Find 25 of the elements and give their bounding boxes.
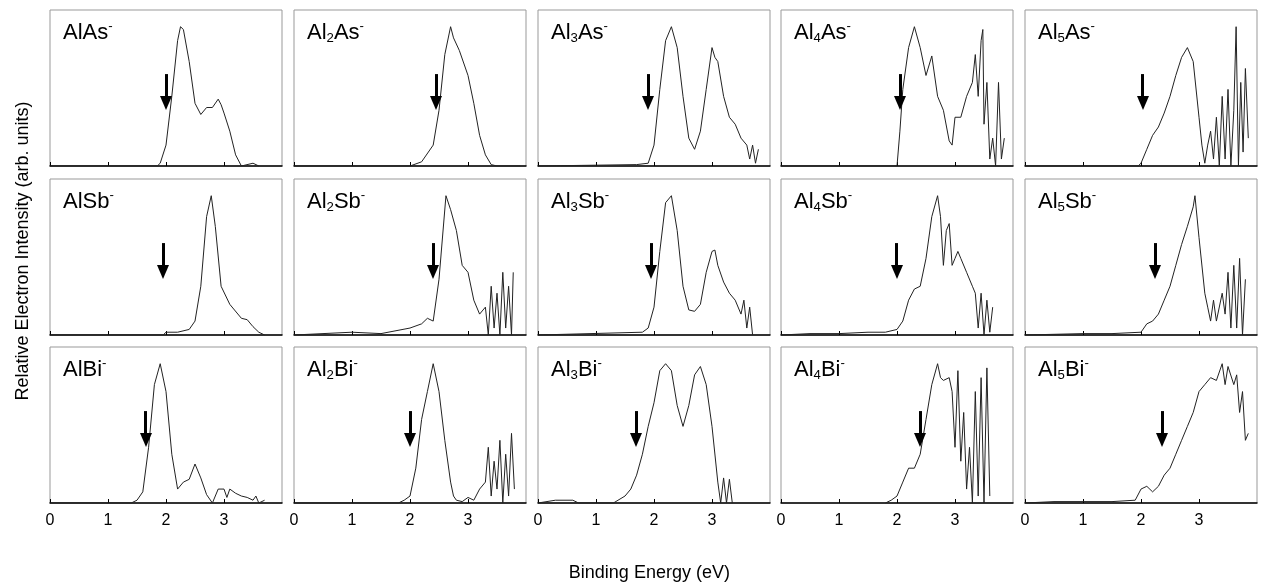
x-tick-label: 1 bbox=[591, 510, 601, 528]
x-tick-label: 0 bbox=[533, 510, 543, 528]
x-tick-label: 0 bbox=[45, 510, 55, 528]
chart-title: AlBi- bbox=[63, 355, 107, 382]
x-tick-label: 2 bbox=[649, 510, 659, 528]
x-tick-label: 1 bbox=[1078, 510, 1088, 528]
chart-title: AlSb- bbox=[63, 186, 114, 213]
x-axis-title: Binding Energy (eV) bbox=[568, 562, 730, 583]
x-tick-label: 1 bbox=[347, 510, 357, 528]
x-tick-label: 3 bbox=[219, 510, 229, 528]
chart-title: AlAs- bbox=[63, 18, 113, 45]
x-tick-label: 3 bbox=[707, 510, 717, 528]
x-tick-label: 1 bbox=[103, 510, 113, 528]
x-tick-label: 0 bbox=[1020, 510, 1030, 528]
y-axis-title: Relative Electron Intensity (arb. units) bbox=[11, 101, 33, 401]
x-tick-label: 0 bbox=[776, 510, 786, 528]
x-tick-label: 2 bbox=[405, 510, 415, 528]
x-tick-label: 3 bbox=[1194, 510, 1204, 528]
x-tick-label: 1 bbox=[834, 510, 844, 528]
x-tick-label: 2 bbox=[1136, 510, 1146, 528]
x-tick-label: 2 bbox=[892, 510, 902, 528]
x-tick-label: 0 bbox=[289, 510, 299, 528]
x-tick-label: 3 bbox=[950, 510, 960, 528]
x-tick-label: 3 bbox=[463, 510, 473, 528]
x-tick-label: 2 bbox=[161, 510, 171, 528]
